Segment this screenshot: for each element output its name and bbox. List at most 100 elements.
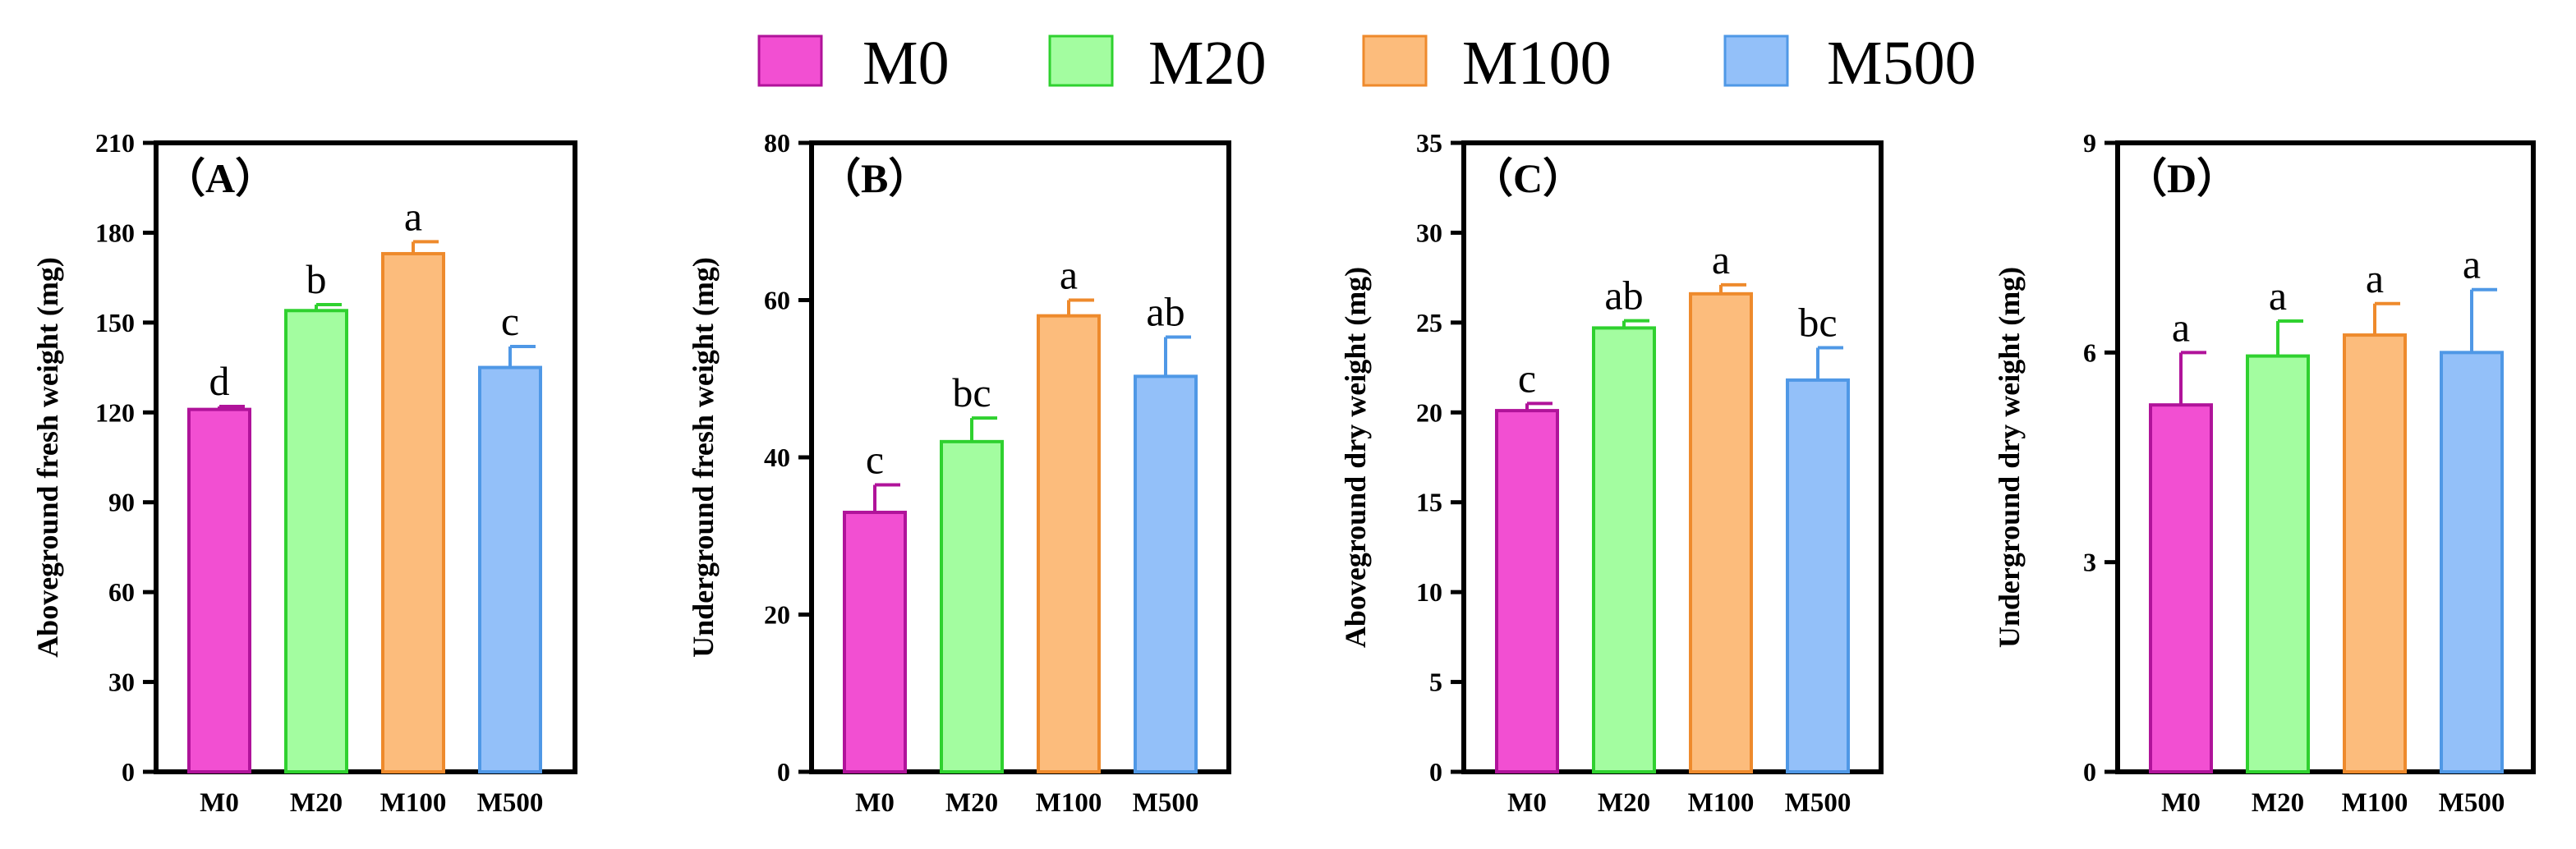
x-tick-label-c-m500: M500: [1785, 788, 1852, 818]
x-tick-label-b-m500: M500: [1133, 788, 1199, 818]
sig-letter-d-m500: a: [2463, 241, 2481, 287]
panel-c: 0 5 10 15 20 25 30 35 Aboveground dry weight (mg…: [1339, 128, 1884, 818]
y-tick-label-c-6: 30: [1416, 218, 1442, 247]
sig-letter-a-m0: d: [209, 358, 230, 404]
y-tick-label-c-2: 10: [1416, 577, 1442, 607]
bar-a-m100: [381, 251, 445, 773]
sig-letter-b-m500: ab: [1146, 289, 1184, 335]
y-tick-label-a-2: 60: [108, 577, 135, 607]
y-tick-label-c-4: 20: [1416, 397, 1442, 427]
sig-letter-d-m100: a: [2366, 255, 2384, 301]
x-tick-label-d-m500: M500: [2439, 788, 2505, 818]
bar-c-m20: [1592, 326, 1656, 773]
x-tick-label-a-m500: M500: [477, 788, 544, 818]
bar-d-m500: [2440, 351, 2504, 773]
plot-frame-d: [2115, 140, 2536, 774]
y-tick-label-b-4: 80: [764, 128, 790, 158]
y-tick-label-d-3: 9: [2083, 128, 2096, 158]
bar-a-m20: [284, 309, 348, 773]
sig-letter-d-m0: a: [2172, 304, 2190, 350]
x-tick-label-a-m20: M20: [290, 788, 343, 818]
legend-label-m500: M500: [1827, 29, 1976, 98]
legend: M0 M20 M100 M500: [757, 29, 1976, 98]
legend-item-m20: M20: [1048, 29, 1267, 98]
bar-b-m0: [843, 511, 907, 774]
y-tick-label-a-4: 120: [95, 397, 135, 427]
x-tick-label-a-m100: M100: [380, 788, 447, 818]
legend-item-m500: M500: [1723, 29, 1976, 98]
sig-letter-b-m100: a: [1060, 252, 1078, 298]
panel-b: 0 20 40 60 80 Underground fresh weight (mg) （B…: [687, 128, 1231, 818]
bar-b-m100: [1037, 314, 1101, 773]
y-tick-label-d-1: 3: [2083, 548, 2096, 577]
y-axis-label-a: Aboveground fresh weight (mg): [31, 257, 64, 658]
bar-c-m100: [1689, 291, 1753, 773]
bar-d-m100: [2343, 333, 2407, 773]
sig-letter-c-m100: a: [1712, 236, 1730, 282]
panel-label-b: （B）: [820, 155, 929, 201]
bar-d-m0: [2149, 403, 2213, 773]
panel-a: 0 30 60 90 120 150 180 210 Aboveground fresh wei…: [31, 128, 577, 818]
legend-swatch-m0: [757, 34, 823, 87]
bar-c-m0: [1495, 409, 1559, 773]
y-axis-label-b: Underground fresh weight (mg): [687, 257, 720, 658]
legend-item-m0: M0: [757, 29, 950, 98]
bar-d-m20: [2246, 354, 2310, 773]
x-tick-label-b-m20: M20: [945, 788, 998, 818]
legend-label-m100: M100: [1462, 29, 1612, 98]
sig-letter-b-m20: bc: [952, 369, 991, 415]
y-tick-label-c-5: 25: [1416, 308, 1442, 337]
panel-label-c: （C）: [1472, 155, 1584, 201]
y-axis-label-c: Aboveground dry weight (mg): [1339, 267, 1372, 648]
y-tick-label-d-0: 0: [2083, 757, 2096, 787]
x-tick-label-b-m100: M100: [1036, 788, 1102, 818]
x-tick-label-c-m0: M0: [1507, 788, 1547, 818]
bar-a-m0: [187, 407, 251, 773]
sig-letter-c-m500: bc: [1798, 299, 1837, 345]
legend-label-m0: M0: [862, 29, 950, 98]
x-tick-label-a-m0: M0: [200, 788, 239, 818]
x-tick-label-d-m100: M100: [2342, 788, 2408, 818]
bar-c-m500: [1786, 378, 1850, 773]
x-tick-label-b-m0: M0: [855, 788, 895, 818]
y-tick-label-a-0: 0: [122, 757, 135, 787]
panel-label-d: （D）: [2126, 155, 2238, 201]
y-tick-label-b-0: 0: [777, 757, 790, 787]
y-tick-label-a-1: 30: [108, 668, 135, 697]
y-tick-label-c-3: 15: [1416, 488, 1442, 517]
x-tick-label-c-m20: M20: [1598, 788, 1650, 818]
y-tick-label-a-7: 210: [95, 128, 135, 158]
x-tick-label-d-m0: M0: [2161, 788, 2201, 818]
y-tick-label-d-2: 6: [2083, 337, 2096, 367]
panel-d: 0 3 6 9 Underground dry weight (mg) （D） a M0 a M2…: [1993, 128, 2536, 818]
bar-b-m500: [1134, 374, 1198, 773]
x-tick-label-c-m100: M100: [1688, 788, 1755, 818]
y-tick-label-b-2: 40: [764, 443, 790, 472]
plot-frame-a: [154, 140, 577, 774]
y-tick-label-c-7: 35: [1416, 128, 1442, 158]
legend-swatch-m100: [1362, 34, 1428, 87]
bar-a-m500: [478, 365, 542, 773]
plot-frame-c: [1461, 140, 1884, 774]
bar-b-m20: [940, 439, 1004, 773]
legend-swatch-m20: [1048, 34, 1114, 87]
y-tick-label-b-1: 20: [764, 600, 790, 630]
sig-letter-a-m100: a: [404, 193, 422, 239]
y-tick-label-b-3: 60: [764, 286, 790, 315]
sig-letter-b-m0: c: [866, 437, 884, 483]
sig-letter-a-m20: b: [306, 256, 327, 302]
sig-letter-a-m500: c: [501, 298, 519, 344]
y-tick-label-c-1: 5: [1429, 668, 1442, 697]
sig-letter-d-m20: a: [2269, 273, 2287, 319]
y-axis-label-d: Underground dry weight (mg): [1993, 267, 2026, 648]
legend-item-m100: M100: [1362, 29, 1612, 98]
y-tick-label-a-3: 90: [108, 488, 135, 517]
legend-label-m20: M20: [1148, 29, 1267, 98]
legend-swatch-m500: [1723, 34, 1789, 87]
sig-letter-c-m0: c: [1518, 355, 1536, 401]
y-tick-label-c-0: 0: [1429, 757, 1442, 787]
x-tick-label-d-m20: M20: [2252, 788, 2304, 818]
panel-label-a: （A）: [164, 155, 276, 201]
sig-letter-c-m20: ab: [1604, 273, 1643, 319]
